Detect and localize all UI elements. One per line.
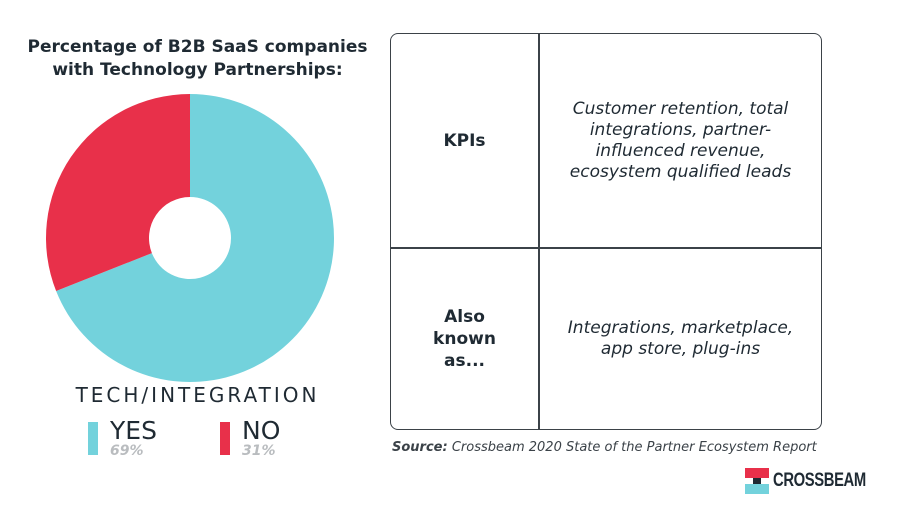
source-label: Source: [392, 440, 448, 455]
table-header-also-known-as: Also known as... [391, 249, 538, 429]
table-cell-kpis-text: Customer retention, total integrations, … [569, 98, 792, 182]
table-header-kpis: KPIs [391, 34, 538, 247]
legend-label-no: NO [242, 416, 281, 445]
legend-value-yes: 69% [110, 443, 144, 459]
chart-group-label: TECH/INTEGRATION [75, 383, 320, 407]
table-header-kpis-text: KPIs [443, 130, 486, 151]
table-divider-vertical [538, 34, 540, 429]
legend-swatch-yes [88, 422, 98, 455]
legend-value-no: 31% [242, 443, 276, 459]
table-cell-kpis: Customer retention, total integrations, … [540, 34, 821, 247]
donut-slice-no [45, 94, 190, 292]
table-divider-horizontal [391, 247, 821, 249]
legend-swatch-no [220, 422, 230, 455]
legend-label-yes: YES [110, 416, 157, 445]
donut-slice-yes [56, 94, 335, 382]
donut-chart [45, 94, 335, 382]
source-note: Source: Crossbeam 2020 State of the Part… [392, 440, 817, 455]
table-cell-also-known-as-text: Integrations, marketplace, app store, pl… [567, 318, 794, 359]
brand-name: CROSSBEAM [773, 470, 866, 491]
crossbeam-logo-icon [745, 468, 769, 494]
info-table: KPIs Customer retention, total integrati… [390, 33, 822, 430]
table-cell-also-known-as: Integrations, marketplace, app store, pl… [540, 249, 821, 429]
source-text: Crossbeam 2020 State of the Partner Ecos… [451, 440, 817, 455]
table-header-also-known-as-text: Also known as... [433, 307, 496, 371]
chart-title: Percentage of B2B SaaS companies with Te… [27, 37, 368, 80]
